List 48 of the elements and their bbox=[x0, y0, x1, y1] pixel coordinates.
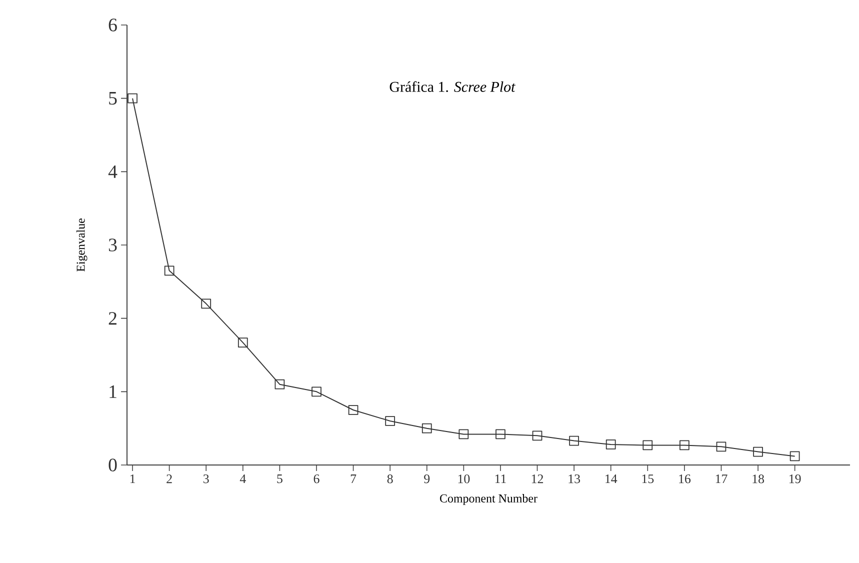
x-tick-label: 8 bbox=[387, 474, 393, 484]
text: Gráfica 1. Scree Plot bbox=[390, 81, 516, 92]
point bbox=[642, 440, 653, 450]
x-tick-label: 9 bbox=[424, 474, 430, 484]
y-tick-label: 3 bbox=[108, 238, 117, 252]
point bbox=[716, 442, 726, 452]
x-tick-label: 11 bbox=[495, 474, 506, 484]
x-tick-label: 18 bbox=[752, 474, 764, 484]
point bbox=[790, 451, 800, 462]
y-tick-label: 0 bbox=[108, 458, 117, 472]
point bbox=[164, 266, 174, 276]
x-axis-title: Component Number bbox=[440, 494, 538, 505]
x-tick-label: 6 bbox=[314, 474, 320, 484]
y-axis-title: Eigenvalue bbox=[76, 218, 88, 272]
x-tick-label: 15 bbox=[642, 474, 654, 484]
point bbox=[569, 436, 579, 446]
x-tick-label: 14 bbox=[606, 474, 618, 484]
point bbox=[385, 416, 396, 426]
x-tick-label: 4 bbox=[240, 474, 246, 484]
x-tick-label: 12 bbox=[532, 474, 544, 484]
x-tick-label: 2 bbox=[166, 474, 172, 484]
point bbox=[606, 440, 616, 450]
point bbox=[348, 405, 358, 415]
point bbox=[128, 93, 138, 104]
y-tick-label: 5 bbox=[109, 92, 117, 105]
point bbox=[201, 298, 212, 309]
point bbox=[532, 430, 542, 441]
point bbox=[274, 379, 285, 390]
x-tick-label: 17 bbox=[716, 474, 728, 484]
x-tick-label: 1 bbox=[130, 474, 135, 484]
point bbox=[458, 429, 469, 440]
point bbox=[422, 423, 432, 434]
point bbox=[753, 446, 763, 457]
y-tick-label: 2 bbox=[108, 312, 116, 325]
x-tick-label: 5 bbox=[277, 474, 282, 484]
point bbox=[238, 338, 248, 348]
x-tick-label: 3 bbox=[203, 474, 209, 484]
y-tick-label: 1 bbox=[110, 385, 116, 398]
point bbox=[496, 429, 506, 440]
y-tick-label: 6 bbox=[108, 18, 117, 32]
point bbox=[680, 440, 690, 450]
x-tick-label: 10 bbox=[458, 474, 470, 484]
x-tick-label: 16 bbox=[679, 474, 691, 484]
x-tick-label: 7 bbox=[350, 474, 356, 483]
x-tick-label: 19 bbox=[789, 474, 801, 484]
x-tick-label: 13 bbox=[568, 474, 580, 484]
point bbox=[312, 386, 322, 397]
y-tick-label: 4 bbox=[108, 165, 118, 178]
